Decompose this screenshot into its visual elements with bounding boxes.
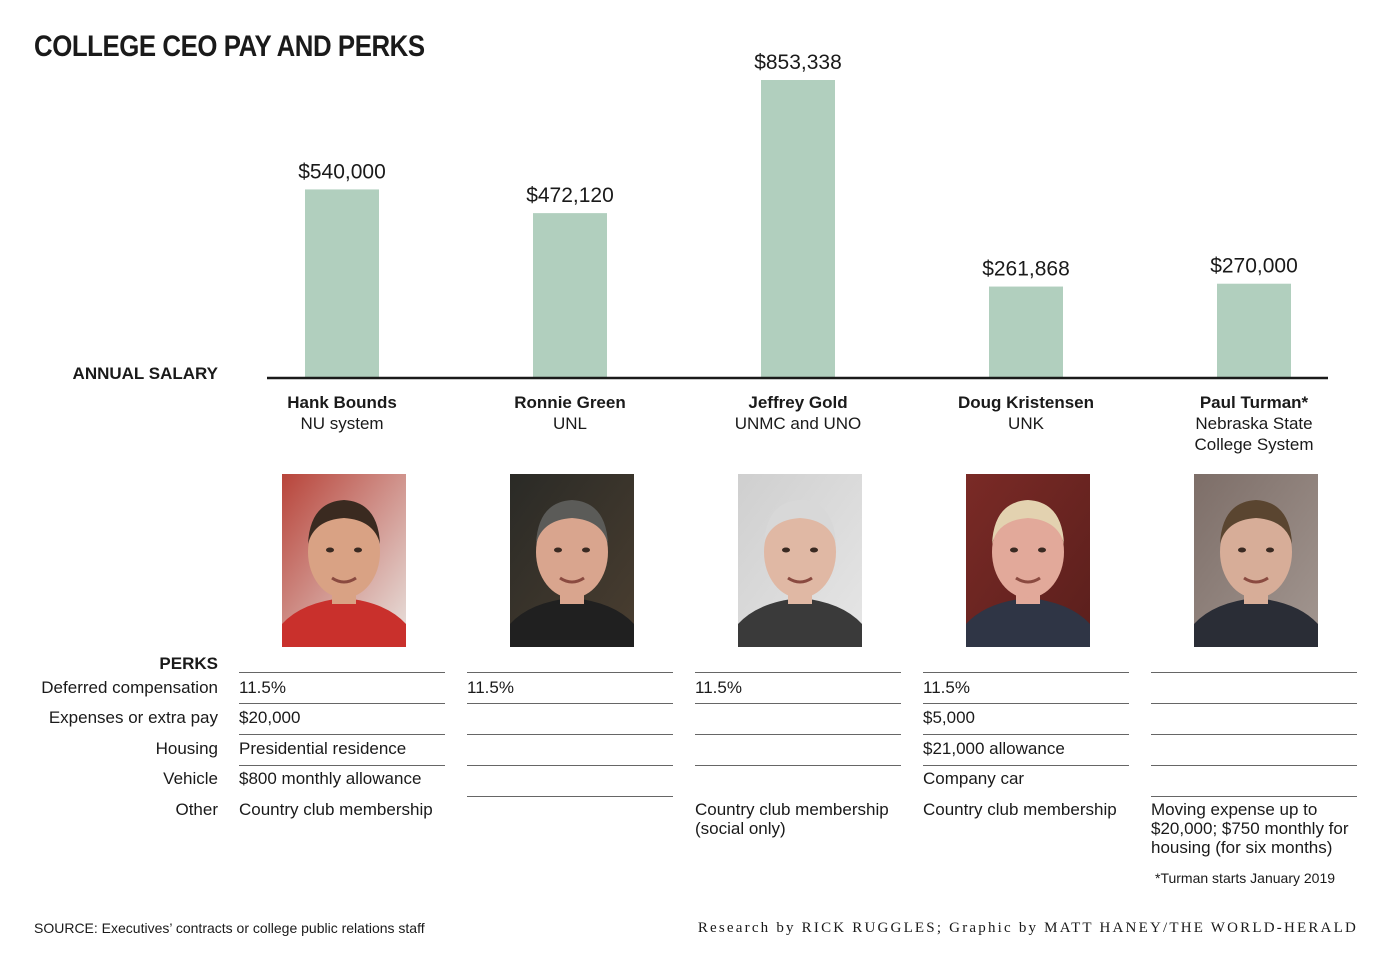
- perk-row-label: Housing: [155, 739, 218, 758]
- table-rule: [239, 672, 445, 673]
- table-rule: [1151, 765, 1357, 766]
- person-label: Paul Turman* Nebraska State College Syste…: [1140, 392, 1368, 455]
- bar-5: [1217, 283, 1291, 378]
- table-rule: [239, 703, 445, 704]
- table-rule: [467, 796, 673, 797]
- salary-bar-chart: $540,000 $472,120 $853,338 $261,868 $270,000: [267, 51, 1328, 380]
- perk-cell: $800 monthly allowance: [239, 769, 422, 788]
- table-rule: [923, 672, 1129, 673]
- perk-cell: 11.5%: [695, 678, 742, 697]
- y-axis-label: ANNUAL SALARY: [72, 364, 218, 383]
- footnote: *Turman starts January 2019: [1155, 870, 1336, 886]
- perk-cell: $21,000 allowance: [923, 739, 1065, 758]
- bar-value-label: $853,338: [754, 51, 842, 74]
- bar-4: [989, 286, 1063, 378]
- perk-row-label: Deferred compensation: [41, 678, 218, 697]
- bar-value-label: $540,000: [298, 160, 386, 183]
- person-name: Doug Kristensen: [957, 393, 1095, 412]
- table-rule: [695, 703, 901, 704]
- table-rule: [695, 734, 901, 735]
- credit-line: Research by RICK RUGGLES; Graphic by MAT…: [697, 920, 1358, 936]
- person-label: Ronnie Green UNL: [456, 392, 684, 434]
- perk-row-label: Expenses or extra pay: [48, 708, 218, 727]
- person-organization: NU system: [300, 414, 384, 433]
- perk-cell: 11.5%: [239, 678, 286, 697]
- table-rule: [467, 765, 673, 766]
- table-rule: [467, 734, 673, 735]
- portrait-photo: [738, 474, 862, 647]
- table-rule: [923, 765, 1129, 766]
- person-organization: Nebraska State College System: [1194, 414, 1314, 454]
- person-organization: UNL: [552, 414, 587, 433]
- bar-3: [761, 80, 835, 378]
- portrait-photo: [282, 474, 406, 647]
- table-rule: [1151, 734, 1357, 735]
- table-rule: [467, 672, 673, 673]
- person-organization: UNK: [1008, 414, 1044, 433]
- perk-cell: Company car: [923, 769, 1025, 788]
- source-note: SOURCE: Executives’ contracts or college…: [34, 920, 425, 936]
- person-name: Hank Bounds: [287, 393, 397, 412]
- bar-value-label: $261,868: [982, 258, 1070, 281]
- page-title: COLLEGE CEO PAY AND PERKS: [34, 30, 425, 63]
- perk-cell: Country club membership (social only): [695, 800, 889, 838]
- perk-cell: 11.5%: [923, 678, 970, 697]
- table-rule: [1151, 703, 1357, 704]
- perk-cell: $20,000: [239, 708, 301, 727]
- table-rule: [467, 703, 673, 704]
- perk-cell: Country club membership: [923, 800, 1117, 819]
- person-label: Doug Kristensen UNK: [912, 392, 1140, 434]
- person-label: Hank Bounds NU system: [228, 392, 456, 434]
- perk-cell: 11.5%: [467, 678, 514, 697]
- table-rule: [239, 765, 445, 766]
- person-label: Jeffrey Gold UNMC and UNO: [684, 392, 912, 434]
- table-rule: [1151, 796, 1357, 797]
- portrait-photo: [510, 474, 634, 647]
- table-rule: [239, 734, 445, 735]
- bar-1: [305, 189, 379, 378]
- person-organization: UNMC and UNO: [734, 414, 862, 433]
- table-rule: [695, 765, 901, 766]
- perks-title: PERKS: [159, 654, 218, 673]
- bar-value-label: $472,120: [526, 184, 614, 207]
- person-name: Jeffrey Gold: [748, 393, 848, 412]
- perk-cell: Moving expense up to $20,000; $750 month…: [1151, 800, 1349, 857]
- table-rule: [695, 672, 901, 673]
- table-rule: [1151, 672, 1357, 673]
- person-name: Ronnie Green: [514, 393, 626, 412]
- perk-row-label: Other: [175, 800, 218, 819]
- perk-cell: $5,000: [923, 708, 975, 727]
- bar-2: [533, 213, 607, 378]
- portrait-photo: [1194, 474, 1318, 647]
- perk-cell: Country club membership: [239, 800, 433, 819]
- table-rule: [923, 703, 1129, 704]
- table-rule: [923, 734, 1129, 735]
- perk-cell: Presidential residence: [239, 739, 407, 758]
- bar-value-label: $270,000: [1210, 255, 1298, 278]
- person-name: Paul Turman*: [1199, 393, 1309, 412]
- perk-row-label: Vehicle: [163, 769, 218, 788]
- portrait-photo: [966, 474, 1090, 647]
